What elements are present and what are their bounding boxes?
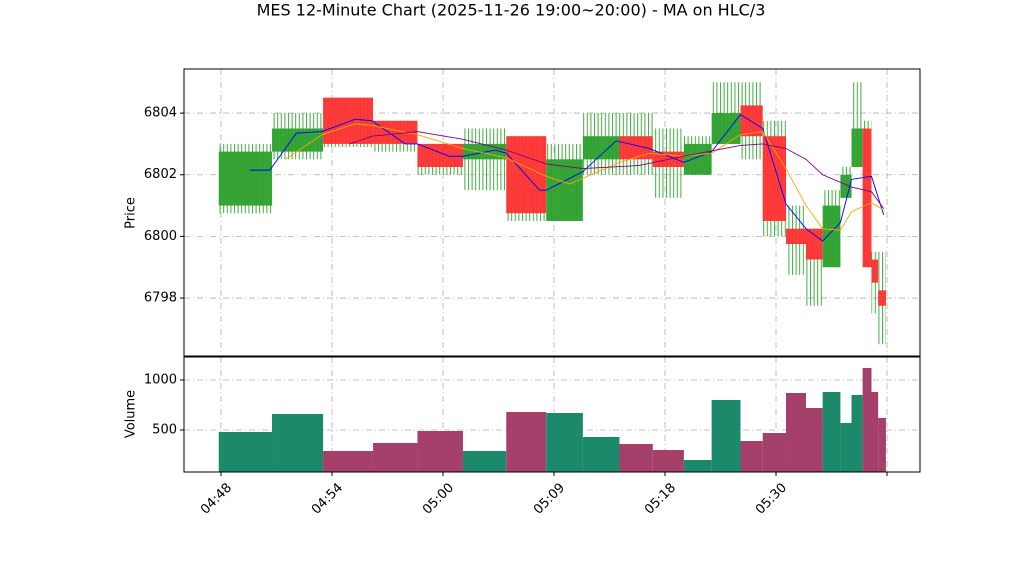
volume-bar bbox=[762, 433, 787, 472]
volume-bar bbox=[840, 423, 852, 472]
volume-bar bbox=[711, 400, 741, 472]
candle-body bbox=[786, 228, 806, 245]
y-tick-label: 6804 bbox=[144, 106, 177, 121]
volume-bar bbox=[619, 444, 653, 472]
candle-wick bbox=[851, 82, 863, 168]
volume-bar bbox=[506, 412, 547, 472]
candle-wick bbox=[462, 128, 507, 191]
y-axis-label: Volume bbox=[124, 390, 139, 438]
volume-bar bbox=[878, 418, 886, 472]
volume-bar bbox=[805, 408, 823, 472]
candle-body bbox=[762, 136, 787, 221]
volume-bar bbox=[417, 431, 463, 472]
chart-title: MES 12-Minute Chart (2025-11-26 19:00~20… bbox=[257, 1, 766, 20]
volume-bar bbox=[373, 443, 418, 472]
candle-body bbox=[218, 151, 273, 206]
volume-bar bbox=[652, 450, 684, 472]
volume-bar bbox=[546, 413, 583, 472]
y-tick-label: 6798 bbox=[144, 291, 177, 306]
candle-body bbox=[417, 143, 463, 168]
candle-body bbox=[822, 205, 841, 268]
volume-bar bbox=[851, 395, 863, 472]
volume-bar bbox=[462, 451, 507, 472]
volume-bar bbox=[871, 392, 879, 472]
candle-body bbox=[851, 128, 863, 168]
volume-bar bbox=[218, 432, 273, 472]
candle-body bbox=[740, 105, 763, 137]
candle-body bbox=[683, 143, 712, 175]
ma-line bbox=[285, 123, 884, 231]
ma-line bbox=[349, 131, 885, 209]
candles bbox=[218, 82, 886, 345]
plot-frame bbox=[183, 68, 921, 357]
candle-body bbox=[272, 128, 324, 152]
candle-body bbox=[878, 290, 886, 306]
candle-body bbox=[805, 228, 823, 260]
y-tick-label: 500 bbox=[152, 423, 177, 438]
candle-body bbox=[582, 136, 620, 160]
volume-bar bbox=[786, 393, 806, 472]
candle-body bbox=[619, 136, 653, 160]
candle-body bbox=[711, 113, 741, 144]
candle-body bbox=[840, 174, 852, 198]
volume-bar bbox=[740, 441, 763, 472]
volume-bar bbox=[582, 437, 620, 472]
candle-body bbox=[546, 159, 583, 221]
plot-frame bbox=[183, 356, 921, 473]
volume-bar bbox=[323, 451, 374, 472]
y-tick-label: 6800 bbox=[144, 229, 177, 244]
candle-body bbox=[373, 120, 418, 144]
candle-body bbox=[323, 97, 374, 144]
candle-body bbox=[871, 259, 879, 283]
volume-bar bbox=[683, 460, 712, 472]
candle-body bbox=[862, 128, 872, 268]
y-axis-label: Price bbox=[124, 197, 139, 229]
volume-bar bbox=[822, 392, 841, 472]
volume-bar bbox=[272, 414, 324, 472]
volume-bar bbox=[862, 368, 872, 472]
volume-bars bbox=[218, 368, 886, 472]
ma-line bbox=[249, 114, 885, 242]
y-tick-label: 6802 bbox=[144, 167, 177, 182]
y-tick-label: 1000 bbox=[144, 373, 177, 388]
